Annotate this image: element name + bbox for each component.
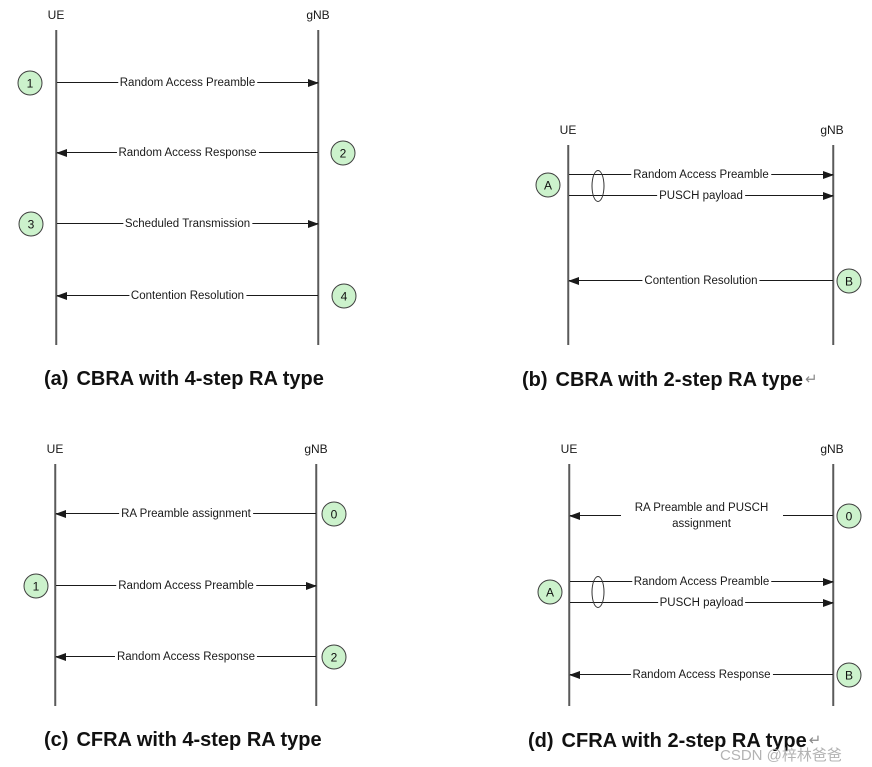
step-badge: 0: [321, 501, 347, 527]
step-badge: A: [537, 579, 563, 605]
arrowhead-right-icon: [308, 219, 319, 228]
step-badge: 3: [18, 211, 44, 237]
arrowhead-right-icon: [823, 577, 834, 586]
step-badge: A: [535, 172, 561, 198]
message-label: PUSCH payload: [657, 596, 746, 610]
step-badge: 1: [17, 70, 43, 96]
caption-text: CBRA with 4-step RA type: [76, 368, 324, 390]
return-mark-icon: ↵: [808, 732, 822, 749]
csdn-watermark: CSDN @梓林爸爸: [720, 747, 842, 764]
caption-index: (a): [44, 368, 69, 390]
step-badge: B: [836, 268, 862, 294]
arrowhead-left-icon: [55, 509, 66, 518]
message-label: Random Access Preamble: [631, 168, 771, 182]
arrowhead-right-icon: [306, 581, 317, 590]
arrowhead-left-icon: [56, 148, 67, 157]
lifeline-gnb: [832, 145, 834, 345]
caption-text: CBRA with 2-step RA type: [555, 369, 803, 391]
actor-label-ue: UE: [559, 123, 577, 137]
step-badge: 0: [836, 503, 862, 529]
panel-caption: (d) CFRA with 2-step RA type ↵: [528, 730, 821, 753]
message-label: Random Access Preamble: [116, 579, 256, 593]
panel-caption: (c) CFRA with 4-step RA type: [44, 729, 322, 752]
lifeline-ue: [568, 464, 570, 706]
actor-label-ue: UE: [46, 442, 64, 456]
lifeline-ue: [567, 145, 569, 345]
lifeline-ue: [54, 464, 56, 706]
actor-label-gnb: gNB: [820, 123, 844, 137]
actor-label-ue: UE: [47, 8, 65, 22]
message-label: Random Access Response: [630, 668, 773, 682]
step-badge: 4: [331, 283, 357, 309]
arrowhead-left-icon: [56, 291, 67, 300]
message-label: Contention Resolution: [642, 274, 760, 288]
message-label: Random Access Response: [114, 650, 258, 664]
lifeline-ue: [55, 30, 57, 345]
arrowhead-left-icon: [568, 276, 579, 285]
panel-caption: (a) CBRA with 4-step RA type: [44, 368, 324, 391]
actor-label-ue: UE: [560, 442, 578, 456]
actor-label-gnb: gNB: [306, 8, 330, 22]
arrowhead-right-icon: [308, 78, 319, 87]
message-label: PUSCH payload: [657, 189, 745, 203]
message-label: Random Access Response: [116, 146, 259, 160]
actor-label-gnb: gNB: [304, 442, 328, 456]
step-badge: B: [836, 662, 862, 688]
panel-caption: (b) CBRA with 2-step RA type ↵: [522, 369, 818, 392]
actor-label-gnb: gNB: [820, 442, 844, 456]
step-badge: 2: [321, 644, 347, 670]
arrowhead-right-icon: [823, 191, 834, 200]
message-label: RA Preamble assignment: [119, 507, 253, 521]
caption-index: (b): [522, 369, 548, 391]
group-ellipse-icon: [591, 170, 605, 202]
step-badge: 1: [23, 573, 49, 599]
arrowhead-left-icon: [55, 652, 66, 661]
caption-index: (d): [528, 730, 554, 752]
arrowhead-right-icon: [823, 170, 834, 179]
message-label: Random Access Preamble: [117, 76, 258, 90]
message-label: Scheduled Transmission: [122, 217, 253, 231]
lifeline-gnb: [317, 30, 319, 345]
arrowhead-left-icon: [569, 511, 580, 520]
step-badge: 2: [330, 140, 356, 166]
return-mark-icon: ↵: [804, 371, 818, 388]
caption-text: CFRA with 2-step RA type: [561, 730, 807, 752]
group-ellipse-icon: [591, 576, 605, 608]
arrowhead-right-icon: [823, 598, 834, 607]
caption-text: CFRA with 4-step RA type: [76, 729, 322, 751]
message-label: RA Preamble and PUSCH assignment: [620, 500, 783, 532]
arrowhead-left-icon: [569, 670, 580, 679]
message-label: Random Access Preamble: [631, 575, 772, 589]
message-label: Contention Resolution: [128, 289, 247, 303]
caption-index: (c): [44, 729, 69, 751]
